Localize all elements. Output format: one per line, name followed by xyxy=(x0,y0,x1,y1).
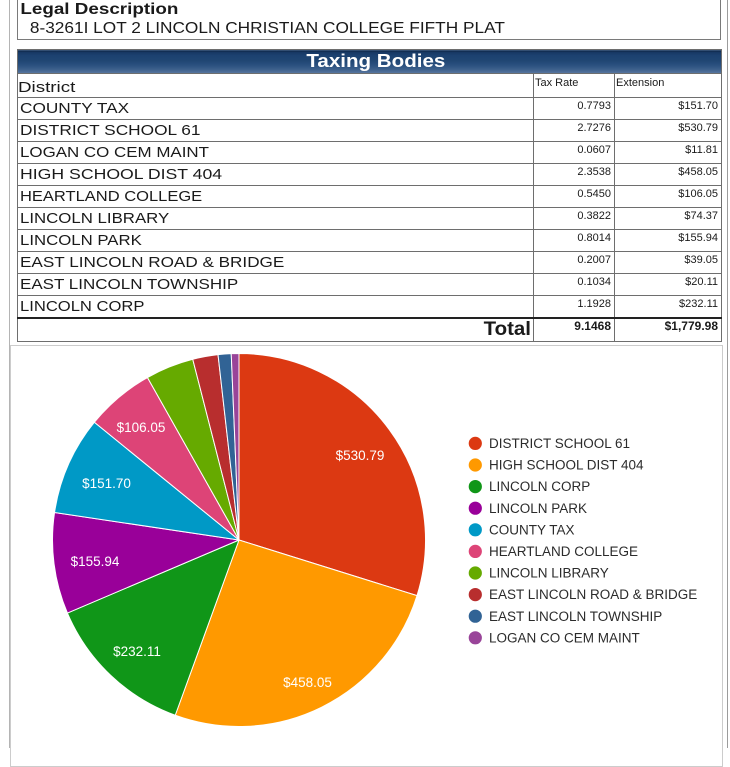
svg-text:EAST LINCOLN TOWNSHIP: EAST LINCOLN TOWNSHIP xyxy=(489,609,662,624)
svg-text:LINCOLN LIBRARY: LINCOLN LIBRARY xyxy=(489,566,609,581)
svg-text:LOGAN CO CEM MAINT: LOGAN CO CEM MAINT xyxy=(489,630,640,645)
svg-text:COUNTY TAX: COUNTY TAX xyxy=(489,522,575,537)
svg-text:$155.94: $155.94 xyxy=(71,554,120,569)
svg-text:$106.05: $106.05 xyxy=(117,420,166,435)
svg-text:HIGH SCHOOL DIST 404: HIGH SCHOOL DIST 404 xyxy=(489,458,644,473)
svg-text:DISTRICT SCHOOL 61: DISTRICT SCHOOL 61 xyxy=(489,436,630,451)
svg-text:$530.79: $530.79 xyxy=(336,448,385,463)
svg-text:LINCOLN PARK: LINCOLN PARK xyxy=(489,501,587,516)
svg-text:$458.05: $458.05 xyxy=(283,675,332,690)
svg-text:HEARTLAND COLLEGE: HEARTLAND COLLEGE xyxy=(489,544,638,559)
svg-text:LINCOLN CORP: LINCOLN CORP xyxy=(489,479,590,494)
svg-text:$232.11: $232.11 xyxy=(113,644,161,659)
svg-text:EAST LINCOLN ROAD & BRIDGE: EAST LINCOLN ROAD & BRIDGE xyxy=(489,587,697,602)
svg-text:$151.70: $151.70 xyxy=(82,476,131,491)
